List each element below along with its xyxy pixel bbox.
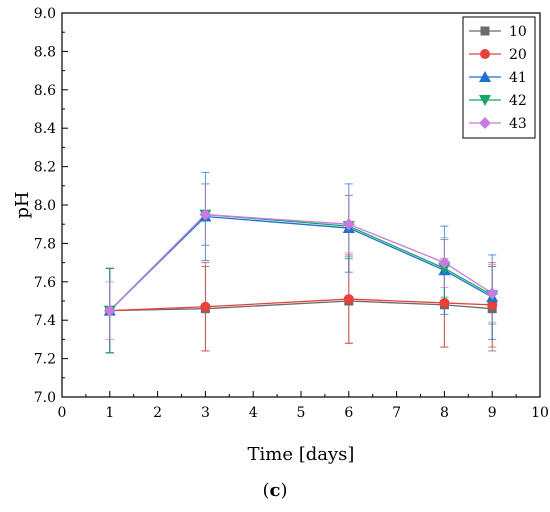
- y-tick-label: 9.0: [34, 6, 56, 22]
- data-point-20: [439, 297, 450, 308]
- y-tick-label: 7.0: [34, 390, 56, 406]
- error-bars: [105, 171, 497, 354]
- legend-marker: [479, 71, 491, 82]
- legend-entry: 10: [469, 24, 527, 40]
- y-tick-label: 8.4: [34, 121, 56, 137]
- x-tick-label: 2: [153, 405, 162, 421]
- x-tick-label: 10: [531, 405, 549, 421]
- series-markers: [103, 208, 499, 317]
- y-tick-label: 8.8: [34, 44, 56, 60]
- legend-entry: 20: [469, 47, 527, 63]
- legend-marker: [480, 49, 490, 59]
- x-tick-label: 6: [344, 405, 353, 421]
- data-point-43: [103, 304, 116, 317]
- legend-marker: [480, 26, 490, 36]
- x-tick-label: 0: [58, 405, 67, 421]
- x-tick-label: 9: [488, 405, 497, 421]
- y-tick-label: 7.8: [34, 236, 56, 252]
- data-point-20: [343, 294, 354, 305]
- panel-label: (c): [262, 480, 288, 501]
- x-axis: 0 1 2 3 4 5 6 7 8 9 10: [58, 391, 549, 421]
- legend-entry: 42: [469, 93, 527, 109]
- legend-marker: [479, 117, 491, 129]
- x-tick-label: 8: [440, 405, 449, 421]
- series-line-42: [109, 213, 493, 312]
- x-tick-label: 5: [297, 405, 306, 421]
- y-axis-title: pH: [12, 191, 33, 218]
- y-tick-label: 7.2: [34, 352, 56, 368]
- data-point-20: [487, 299, 498, 310]
- legend-label: 42: [509, 93, 527, 109]
- data-point-20: [200, 301, 211, 312]
- y-axis: 7.0 7.2 7.4 7.6 7.8 8.0 8.2 8.4 8.6 8.8 9.0: [34, 6, 68, 406]
- ph-line-chart: 0 1 2 3 4 5 6 7 8 9 10 7.0 7.2 7.4 7.6 7.8 8.0 8.2 8.4 8.6…: [12, 6, 549, 465]
- y-tick-label: 7.6: [34, 275, 56, 291]
- x-axis-title: Time [days]: [248, 444, 355, 465]
- y-tick-label: 8.0: [34, 198, 56, 214]
- series-lines: [109, 213, 493, 312]
- y-tick-label: 7.4: [34, 313, 56, 329]
- data-point-42: [438, 263, 451, 275]
- legend-label: 41: [509, 70, 527, 86]
- y-tick-label: 8.2: [34, 160, 56, 176]
- x-tick-label: 4: [249, 405, 258, 421]
- x-tick-label: 3: [201, 405, 210, 421]
- legend-label: 20: [509, 47, 527, 63]
- legend-entry: 41: [469, 70, 527, 86]
- legend: 10 20 41 42 43: [462, 16, 536, 139]
- legend-marker: [479, 95, 491, 106]
- data-point-43: [438, 256, 451, 269]
- series-line-43: [109, 213, 493, 312]
- data-point-43: [199, 208, 212, 221]
- legend-label: 10: [509, 24, 527, 40]
- legend-label: 43: [509, 116, 527, 132]
- data-point-43: [342, 218, 355, 231]
- data-point-43: [486, 287, 499, 300]
- y-tick-label: 8.6: [34, 83, 56, 99]
- x-tick-label: 7: [392, 405, 401, 421]
- legend-entry: 43: [469, 116, 527, 132]
- x-tick-label: 1: [105, 405, 114, 421]
